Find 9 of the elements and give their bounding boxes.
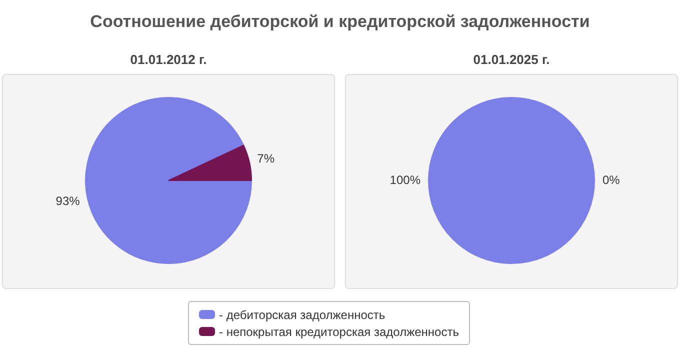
data-label: 100% <box>390 172 421 187</box>
data-label: 93% <box>56 194 80 208</box>
chart-subtitle: 01.01.2012 г. <box>129 51 208 69</box>
legend-label: - дебиторская задолженность <box>219 308 386 322</box>
chart-subtitle: 01.01.2025 г. <box>472 51 551 69</box>
legend-label: - непокрытая кредиторская задолженность <box>219 324 459 338</box>
text: 0% <box>602 172 620 187</box>
chart-title: Соотношение дебиторской и кредиторской задолженности <box>89 12 591 32</box>
data-label: 7% <box>257 152 275 166</box>
